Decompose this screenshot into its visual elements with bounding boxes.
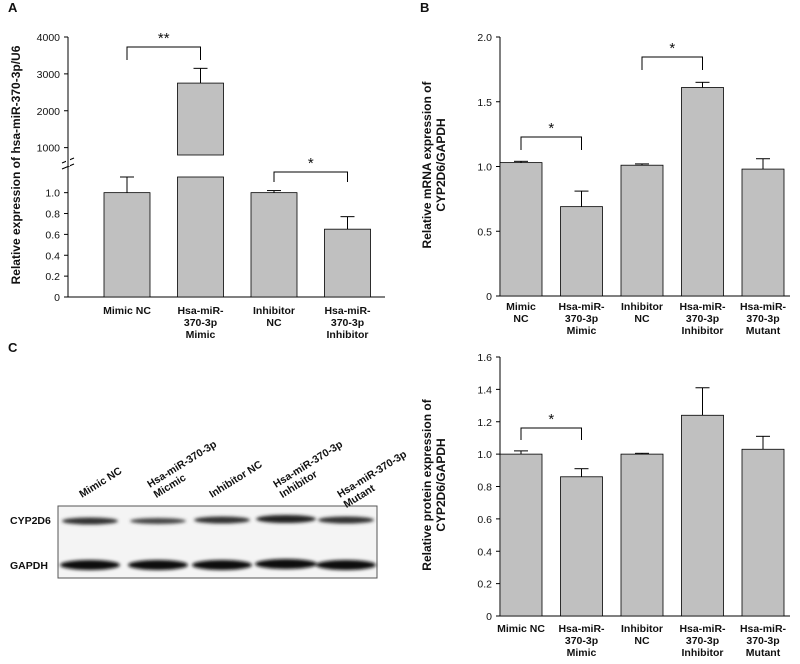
- bar: [560, 206, 603, 297]
- y-tick-label: 0.2: [45, 271, 60, 283]
- blot: [57, 505, 378, 579]
- y-tick-label: 0.4: [477, 546, 492, 558]
- significance-label: *: [308, 155, 314, 172]
- bar: [499, 162, 543, 297]
- bar: [681, 414, 724, 617]
- band: [62, 517, 118, 525]
- x-tick-label: Inhibitor NC: [621, 623, 663, 647]
- y-tick-label: 1.0: [45, 188, 60, 200]
- bar: [681, 87, 724, 297]
- y-tick-label: 1.5: [477, 97, 492, 109]
- x-tick-label: Hsa-miR-370-3p Mimic: [558, 301, 605, 337]
- x-tick-label: Hsa-miR-370-3p Inhibitor: [324, 305, 371, 341]
- panel-label: C: [8, 340, 18, 355]
- band: [194, 516, 250, 524]
- bar: [620, 164, 664, 297]
- band: [60, 560, 120, 570]
- band: [255, 559, 317, 569]
- significance-label: **: [158, 30, 170, 47]
- bar: [620, 453, 664, 617]
- x-tick-label: Mimic NC: [103, 305, 151, 317]
- bar: [741, 168, 785, 297]
- bar: [250, 192, 298, 298]
- bar: [177, 176, 224, 298]
- y-tick-label: 0: [54, 292, 60, 304]
- bar: [560, 476, 603, 617]
- band: [318, 516, 374, 524]
- blot-lane-label: Mimic NC: [77, 465, 124, 501]
- x-tick-label: Hsa-miR-370-3p Mimic: [558, 623, 605, 659]
- y-tick-label: 1.4: [477, 384, 492, 396]
- significance-bracket: [641, 56, 703, 70]
- x-tick-label: Hsa-miR-370-3p Mimic: [177, 305, 224, 341]
- x-tick-label: Hsa-miR-370-3p Mutant: [740, 301, 787, 337]
- y-axis-label: Relative protein expression ofCYP2D6/GAP…: [420, 398, 448, 570]
- y-tick-label: 0: [486, 291, 492, 303]
- significance-label: *: [548, 411, 554, 428]
- y-tick-label: 1.0: [477, 449, 492, 461]
- blot-row-label: CYP2D6: [10, 515, 51, 527]
- significance-label: *: [669, 40, 675, 57]
- y-tick-label: 0.5: [477, 226, 492, 238]
- band: [192, 560, 252, 570]
- bar: [499, 453, 543, 617]
- y-tick-label: 0: [486, 611, 492, 623]
- bar: [741, 448, 785, 617]
- x-tick-label: Inhibitor NC: [621, 301, 663, 325]
- significance-bracket: [126, 46, 201, 60]
- bar: [177, 82, 224, 156]
- blot-row-label: GAPDH: [10, 560, 48, 572]
- bar: [324, 228, 371, 298]
- x-tick-label: Hsa-miR-370-3p Mutant: [740, 623, 787, 659]
- y-tick-label: 4000: [37, 32, 61, 44]
- band: [128, 560, 188, 570]
- y-tick-label: 0.4: [45, 250, 60, 262]
- y-tick-label: 0.8: [45, 209, 60, 221]
- y-tick-label: 0.8: [477, 482, 492, 494]
- blot-bands: [60, 515, 376, 570]
- band: [316, 560, 376, 570]
- x-tick-label: Mimic NC: [497, 623, 545, 635]
- y-tick-label: 0.2: [477, 579, 492, 591]
- significance-label: *: [548, 120, 554, 137]
- band: [256, 515, 316, 523]
- y-tick-label: 0.6: [477, 514, 492, 526]
- y-tick-label: 1.2: [477, 417, 492, 429]
- x-tick-label: Hsa-miR-370-3p Inhibitor: [679, 301, 726, 337]
- blot-lane-label: Inhibitor NC: [207, 458, 265, 500]
- y-tick-label: 0.6: [45, 229, 60, 241]
- y-tick-label: 3000: [37, 69, 61, 81]
- x-tick-label: Hsa-miR-370-3p Inhibitor: [679, 623, 726, 659]
- y-tick-label: 1000: [37, 143, 61, 155]
- band: [130, 518, 186, 524]
- panel-label: B: [420, 0, 429, 15]
- y-tick-label: 2000: [37, 106, 61, 118]
- blot-lane-label: Hsa-miR-370-3pMutant: [335, 448, 415, 510]
- significance-bracket: [520, 427, 582, 440]
- panel-label: A: [8, 0, 18, 15]
- significance-bracket: [273, 171, 348, 182]
- y-axis-label: Relative expression of hsa-miR-370-3p/U6: [9, 45, 23, 284]
- y-tick-label: 1.6: [477, 352, 492, 364]
- y-axis-label: Relative mRNA expression ofCYP2D6/GAPDH: [420, 81, 448, 249]
- y-tick-label: 1.0: [477, 162, 492, 174]
- x-tick-label: Inhibitor NC: [253, 305, 295, 329]
- x-tick-label: Mimic NC: [506, 301, 536, 325]
- bar: [103, 192, 151, 298]
- y-tick-label: 2.0: [477, 32, 492, 44]
- significance-bracket: [520, 136, 582, 150]
